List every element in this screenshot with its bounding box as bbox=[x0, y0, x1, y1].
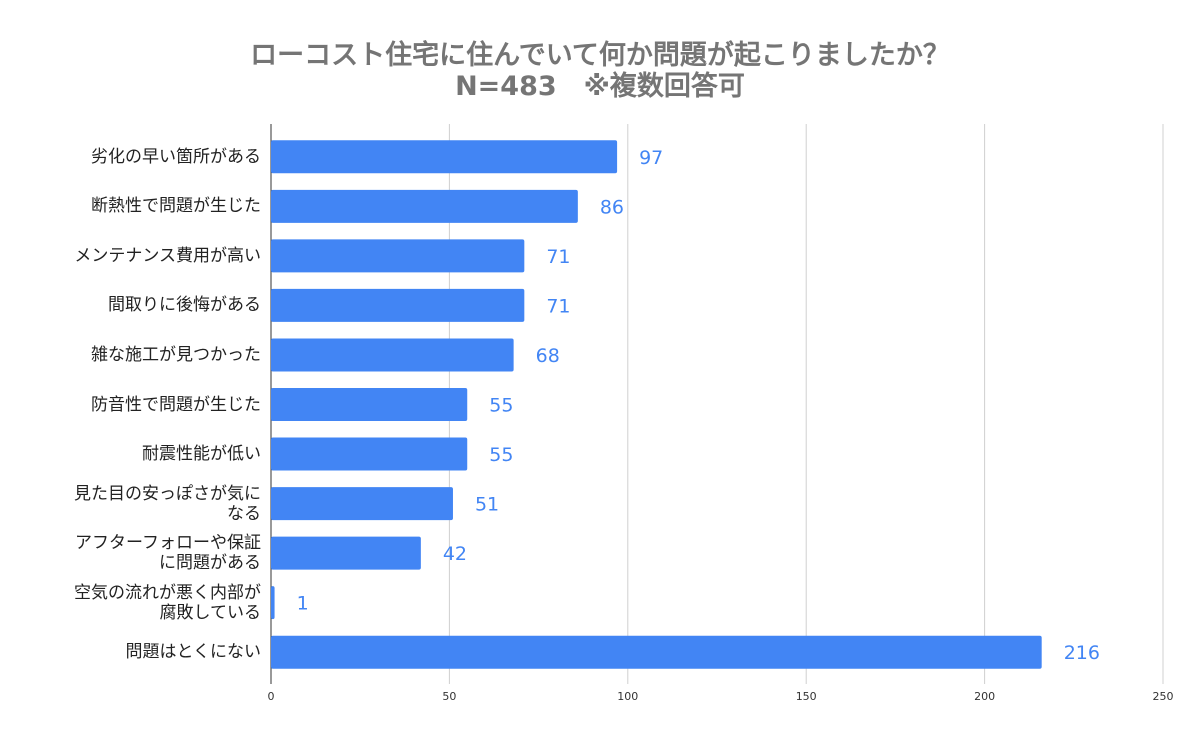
y-tick-label: 間取りに後悔がある bbox=[108, 295, 261, 316]
x-tick-label: 50 bbox=[442, 690, 456, 703]
bar bbox=[271, 140, 618, 174]
bar bbox=[271, 536, 421, 570]
y-tick-label: 耐震性能が低い bbox=[142, 444, 261, 465]
bar bbox=[271, 635, 1042, 669]
bar bbox=[271, 586, 275, 620]
chart-subtitle: N=483 ※複数回答可 bbox=[455, 71, 745, 102]
value-label: 1 bbox=[297, 593, 309, 615]
value-label: 55 bbox=[489, 444, 513, 466]
value-label: 68 bbox=[536, 345, 560, 367]
bar bbox=[271, 388, 468, 421]
value-label: 97 bbox=[639, 147, 663, 169]
value-label: 55 bbox=[489, 395, 513, 417]
y-tick-label: 雑な施工が見つかった bbox=[91, 344, 261, 365]
y-tick-label: メンテナンス費用が高い bbox=[74, 245, 261, 266]
bar bbox=[271, 239, 525, 273]
x-tick-label: 250 bbox=[1153, 690, 1174, 703]
y-tick-label: 空気の流れが悪く内部が腐敗している bbox=[74, 582, 261, 623]
bar bbox=[271, 288, 525, 322]
bar bbox=[271, 437, 468, 471]
chart-title: ローコスト住宅に住んでいて何か問題が起こりましたか？ bbox=[250, 40, 950, 71]
bar bbox=[271, 487, 453, 521]
value-label: 51 bbox=[475, 494, 499, 516]
x-tick-label: 0 bbox=[268, 690, 275, 703]
bar bbox=[271, 338, 514, 372]
x-tick-label: 100 bbox=[617, 690, 638, 703]
bar bbox=[271, 189, 578, 223]
y-tick-label: 問題はとくにない bbox=[125, 642, 262, 663]
y-tick-label: 防音性で問題が生じた bbox=[91, 394, 261, 415]
value-label: 71 bbox=[546, 246, 570, 268]
y-tick-label: アフターフォローや保証に問題がある bbox=[75, 533, 261, 574]
x-tick-label: 200 bbox=[974, 690, 995, 703]
y-tick-label: 断熱性で問題が生じた bbox=[91, 196, 261, 217]
value-label: 216 bbox=[1064, 642, 1100, 664]
value-label: 42 bbox=[443, 543, 467, 565]
value-label: 86 bbox=[600, 196, 624, 218]
y-tick-label: 見た目の安っぽさが気になる bbox=[74, 483, 261, 524]
x-tick-label: 150 bbox=[796, 690, 817, 703]
value-label: 71 bbox=[546, 295, 570, 317]
y-tick-label: 劣化の早い箇所がある bbox=[91, 146, 261, 167]
